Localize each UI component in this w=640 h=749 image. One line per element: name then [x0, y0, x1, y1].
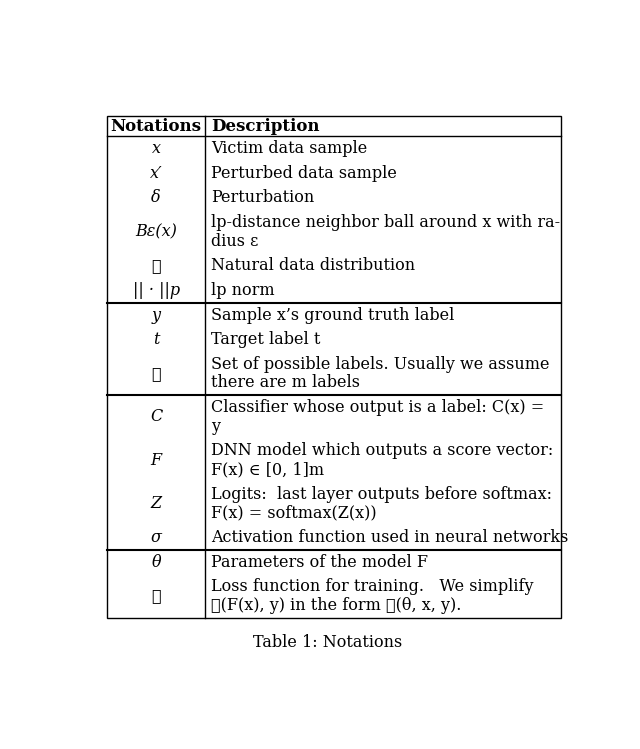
Text: lp norm: lp norm	[211, 282, 275, 299]
Text: dius ε: dius ε	[211, 233, 258, 249]
Text: Loss function for training.   We simplify: Loss function for training. We simplify	[211, 578, 533, 595]
Text: 𝒴: 𝒴	[151, 365, 161, 382]
Text: Set of possible labels. Usually we assume: Set of possible labels. Usually we assum…	[211, 356, 549, 373]
Text: Victim data sample: Victim data sample	[211, 140, 367, 157]
Text: Classifier whose output is a label: C(x) =: Classifier whose output is a label: C(x)…	[211, 399, 544, 416]
Text: σ: σ	[150, 529, 161, 546]
Bar	[108, 116, 561, 618]
Text: C: C	[150, 408, 162, 425]
Text: F: F	[150, 452, 162, 469]
Text: y: y	[152, 306, 161, 324]
Text: 𝓛: 𝓛	[151, 587, 161, 604]
Text: lp-distance neighbor ball around x with ra-: lp-distance neighbor ball around x with …	[211, 214, 560, 231]
Text: 𝓟: 𝓟	[151, 258, 161, 274]
Text: Natural data distribution: Natural data distribution	[211, 258, 415, 274]
Text: Table 1: Notations: Table 1: Notations	[253, 634, 403, 651]
Text: ℒ(F(x), y) in the form ℒ(θ, x, y).: ℒ(F(x), y) in the form ℒ(θ, x, y).	[211, 597, 461, 613]
Text: Z: Z	[150, 495, 162, 512]
Text: Activation function used in neural networks: Activation function used in neural netwo…	[211, 529, 568, 546]
Text: Perturbation: Perturbation	[211, 189, 314, 207]
Text: Bε(x): Bε(x)	[135, 223, 177, 240]
Text: t: t	[153, 331, 159, 348]
Text: Sample x’s ground truth label: Sample x’s ground truth label	[211, 306, 454, 324]
Text: Perturbed data sample: Perturbed data sample	[211, 165, 397, 182]
Text: x: x	[152, 140, 161, 157]
Text: x′: x′	[150, 165, 163, 182]
Text: Target label t: Target label t	[211, 331, 320, 348]
Text: F(x) = softmax(Z(x)): F(x) = softmax(Z(x))	[211, 504, 376, 521]
Text: Logits:  last layer outputs before softmax:: Logits: last layer outputs before softma…	[211, 485, 552, 503]
Text: Notations: Notations	[111, 118, 202, 135]
Text: Parameters of the model F: Parameters of the model F	[211, 554, 428, 571]
Text: F(x) ∈ [0, 1]m: F(x) ∈ [0, 1]m	[211, 461, 324, 478]
Text: || · ||p: || · ||p	[132, 282, 180, 299]
Text: y: y	[211, 418, 220, 434]
Text: there are m labels: there are m labels	[211, 374, 360, 392]
Text: Description: Description	[211, 118, 319, 135]
Text: θ: θ	[151, 554, 161, 571]
Text: δ: δ	[151, 189, 161, 207]
Text: DNN model which outputs a score vector:: DNN model which outputs a score vector:	[211, 443, 553, 459]
